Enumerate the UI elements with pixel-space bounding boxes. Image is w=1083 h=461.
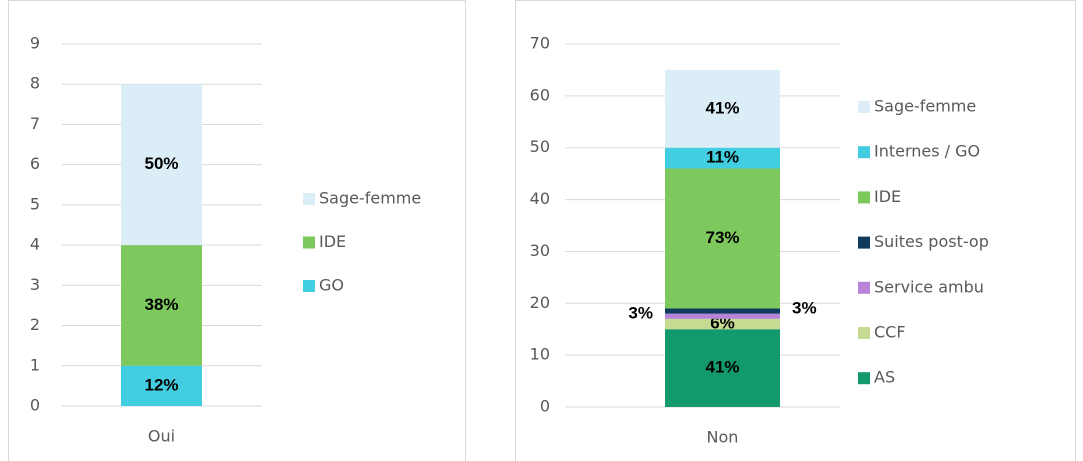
data-label: 50%	[144, 154, 178, 173]
legend-swatch	[303, 280, 315, 292]
y-tick-label: 40	[530, 189, 550, 208]
legend-label: GO	[319, 276, 344, 295]
legend-label: Suites post-op	[874, 232, 989, 251]
x-tick-label: Non	[707, 428, 739, 447]
legend-swatch	[858, 101, 870, 113]
data-label: 41%	[705, 98, 739, 117]
y-tick-label: 0	[540, 397, 550, 416]
legend-label: Sage-femme	[319, 189, 421, 208]
bar-segment	[665, 69, 780, 148]
legend-label: Service ambu	[874, 277, 984, 296]
legend-swatch	[858, 327, 870, 339]
bar-segment	[665, 147, 780, 169]
bar-segment	[121, 245, 202, 366]
data-label: 3%	[628, 304, 653, 323]
bar-segment	[665, 329, 780, 407]
y-tick-label: 7	[30, 114, 40, 133]
y-tick-label: 70	[530, 34, 550, 53]
bar-segment	[121, 365, 202, 406]
y-tick-label: 6	[30, 154, 40, 173]
y-tick-label: 5	[30, 194, 40, 213]
y-tick-label: 30	[530, 241, 550, 260]
legend-swatch	[303, 236, 315, 249]
legend-swatch	[858, 191, 870, 204]
legend-swatch	[858, 372, 870, 385]
y-tick-label: 50	[530, 137, 550, 156]
y-tick-label: 1	[30, 355, 40, 374]
chart-frame	[515, 0, 1076, 461]
chart-frame	[8, 0, 466, 461]
y-tick-label: 60	[530, 85, 550, 104]
y-tick-label: 3	[30, 275, 40, 294]
legend-label: CCF	[874, 323, 906, 342]
bar-segment	[665, 318, 780, 330]
legend-label: Internes / GO	[874, 142, 980, 161]
y-tick-label: 10	[530, 345, 550, 364]
data-label: 41%	[705, 358, 739, 377]
legend-label: AS	[874, 368, 895, 387]
y-tick-label: 9	[30, 34, 40, 53]
y-tick-label: 4	[30, 235, 40, 254]
legend-label: Sage-femme	[874, 97, 976, 116]
bar-segment	[665, 168, 780, 309]
bar-segment	[121, 84, 202, 246]
bar-segment	[665, 308, 780, 314]
y-tick-label: 2	[30, 315, 40, 334]
data-label: 73%	[705, 228, 739, 247]
data-label: 3%	[792, 299, 817, 318]
legend-swatch	[858, 146, 870, 159]
data-label: 11%	[706, 148, 739, 167]
bar-segment	[665, 313, 780, 319]
data-label: 12%	[144, 375, 178, 394]
legend-swatch	[858, 281, 870, 294]
y-tick-label: 8	[30, 74, 40, 93]
data-label: 38%	[144, 295, 178, 314]
legend-swatch	[303, 193, 315, 205]
legend-swatch	[858, 236, 870, 249]
legend-label: IDE	[874, 187, 901, 206]
x-tick-label: Oui	[148, 427, 175, 446]
y-tick-label: 0	[30, 396, 40, 415]
legend-label: IDE	[319, 232, 346, 251]
y-tick-label: 20	[530, 293, 550, 312]
